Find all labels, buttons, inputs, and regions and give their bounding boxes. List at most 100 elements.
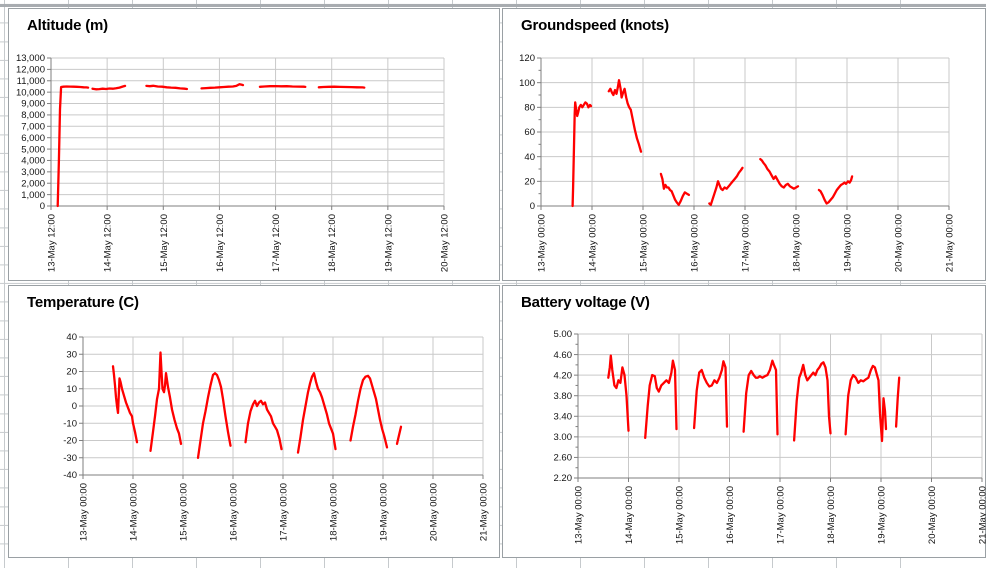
svg-text:2.60: 2.60 (554, 453, 573, 464)
svg-text:40: 40 (66, 332, 77, 343)
data-series (571, 79, 854, 208)
svg-text:20: 20 (66, 367, 77, 378)
svg-text:20-May 00:00: 20-May 00:00 (894, 214, 905, 272)
svg-text:6,000: 6,000 (21, 133, 45, 144)
svg-text:19-May 00:00: 19-May 00:00 (843, 214, 854, 272)
axes (47, 57, 445, 210)
svg-text:16-May 00:00: 16-May 00:00 (690, 214, 701, 272)
svg-text:4.60: 4.60 (554, 350, 573, 361)
svg-text:4,000: 4,000 (21, 156, 45, 167)
svg-text:17-May 00:00: 17-May 00:00 (776, 486, 787, 544)
chart-title: Groundspeed (knots) (521, 17, 669, 34)
svg-text:120: 120 (519, 53, 535, 64)
chart-groundspeed[interactable]: Groundspeed (knots) 13-May 00:00 14-May 0… (502, 8, 986, 281)
svg-text:13-May 12:00: 13-May 12:00 (47, 214, 58, 272)
svg-text:15-May 00:00: 15-May 00:00 (179, 483, 190, 541)
svg-text:11,000: 11,000 (17, 76, 45, 87)
axis-labels: 13-May 12:00 14-May 12:00 15-May 12:00 16-M… (16, 53, 451, 272)
svg-text:15-May 00:00: 15-May 00:00 (639, 214, 650, 272)
svg-text:-30: -30 (63, 453, 77, 464)
svg-text:21-May 00:00: 21-May 00:00 (479, 483, 490, 541)
svg-text:15-May 00:00: 15-May 00:00 (675, 486, 686, 544)
axes (537, 57, 950, 210)
data-series (607, 354, 901, 443)
svg-text:19-May 12:00: 19-May 12:00 (383, 214, 394, 272)
svg-text:3,000: 3,000 (21, 167, 45, 178)
svg-text:14-May 12:00: 14-May 12:00 (103, 214, 114, 272)
svg-text:20: 20 (524, 177, 535, 188)
svg-text:-40: -40 (63, 470, 77, 481)
chart-temperature[interactable]: Temperature (C) 13-May 00:00 14-May 00:00… (8, 285, 500, 558)
svg-text:13-May 00:00: 13-May 00:00 (537, 214, 548, 272)
svg-text:21-May 00:00: 21-May 00:00 (945, 214, 956, 272)
svg-text:0: 0 (40, 201, 45, 212)
svg-text:10: 10 (66, 384, 77, 395)
data-series (56, 83, 366, 208)
gridlines (577, 333, 983, 479)
svg-text:18-May 12:00: 18-May 12:00 (327, 214, 338, 272)
svg-text:10,000: 10,000 (16, 87, 45, 98)
chart-title: Temperature (C) (27, 294, 139, 311)
svg-text:5.00: 5.00 (554, 329, 573, 340)
altitude-plot: 13-May 12:00 14-May 12:00 15-May 12:00 16-M… (16, 53, 451, 272)
svg-text:13-May 00:00: 13-May 00:00 (574, 486, 585, 544)
svg-text:19-May 00:00: 19-May 00:00 (379, 483, 390, 541)
svg-text:40: 40 (524, 152, 535, 163)
svg-text:18-May 00:00: 18-May 00:00 (826, 486, 837, 544)
chart-battery-voltage[interactable]: Battery voltage (V) 13-May 00:00 14-May 0… (502, 285, 986, 558)
svg-text:8,000: 8,000 (21, 110, 45, 121)
svg-text:80: 80 (524, 103, 535, 114)
svg-text:60: 60 (524, 127, 535, 138)
svg-text:2.20: 2.20 (554, 473, 573, 484)
svg-text:20-May 00:00: 20-May 00:00 (927, 486, 938, 544)
chart-title: Altitude (m) (27, 17, 108, 34)
svg-text:17-May 00:00: 17-May 00:00 (279, 483, 290, 541)
svg-text:17-May 12:00: 17-May 12:00 (271, 214, 282, 272)
svg-text:17-May 00:00: 17-May 00:00 (741, 214, 752, 272)
temperature-plot: 13-May 00:00 14-May 00:00 15-May 00:00 16-M… (63, 332, 489, 541)
svg-text:21-May 00:00: 21-May 00:00 (978, 486, 986, 544)
svg-text:5,000: 5,000 (21, 144, 45, 155)
chart-title: Battery voltage (V) (521, 294, 650, 311)
axis-labels: 13-May 00:00 14-May 00:00 15-May 00:00 16-M… (519, 53, 955, 272)
chart-altitude[interactable]: Altitude (m) 13-May 12:00 14-May 12:00 15-… (8, 8, 500, 281)
svg-text:3.40: 3.40 (554, 411, 573, 422)
svg-text:1,000: 1,000 (21, 190, 45, 201)
gridlines (82, 336, 484, 476)
svg-text:9,000: 9,000 (21, 99, 45, 110)
svg-text:19-May 00:00: 19-May 00:00 (877, 486, 888, 544)
svg-text:0: 0 (72, 401, 77, 412)
svg-text:13-May 00:00: 13-May 00:00 (79, 483, 90, 541)
svg-text:18-May 00:00: 18-May 00:00 (792, 214, 803, 272)
svg-text:3.80: 3.80 (554, 391, 573, 402)
svg-text:7,000: 7,000 (21, 122, 45, 133)
svg-text:30: 30 (66, 349, 77, 360)
sheet-row-divider (0, 4, 986, 7)
groundspeed-plot: 13-May 00:00 14-May 00:00 15-May 00:00 16-M… (519, 53, 955, 272)
svg-text:14-May 00:00: 14-May 00:00 (588, 214, 599, 272)
svg-text:16-May 12:00: 16-May 12:00 (215, 214, 226, 272)
svg-text:0: 0 (530, 201, 535, 212)
svg-text:100: 100 (519, 78, 535, 89)
svg-text:-20: -20 (63, 436, 77, 447)
svg-text:16-May 00:00: 16-May 00:00 (229, 483, 240, 541)
svg-text:20-May 00:00: 20-May 00:00 (429, 483, 440, 541)
gridlines (540, 57, 950, 207)
axis-labels: 13-May 00:00 14-May 00:00 15-May 00:00 16-M… (63, 332, 489, 541)
axes (574, 333, 983, 482)
svg-text:20-May 12:00: 20-May 12:00 (440, 214, 451, 272)
svg-text:14-May 00:00: 14-May 00:00 (624, 486, 635, 544)
data-series (111, 351, 403, 459)
svg-text:4.20: 4.20 (554, 370, 573, 381)
svg-text:18-May 00:00: 18-May 00:00 (329, 483, 340, 541)
gridlines (50, 57, 445, 207)
svg-text:2,000: 2,000 (21, 178, 45, 189)
svg-text:13,000: 13,000 (16, 53, 45, 64)
axes (79, 336, 484, 479)
svg-text:-10: -10 (63, 418, 77, 429)
svg-text:16-May 00:00: 16-May 00:00 (725, 486, 736, 544)
axis-labels: 13-May 00:00 14-May 00:00 15-May 00:00 16-M… (554, 329, 986, 544)
svg-text:15-May 12:00: 15-May 12:00 (159, 214, 170, 272)
svg-text:3.00: 3.00 (554, 432, 573, 443)
